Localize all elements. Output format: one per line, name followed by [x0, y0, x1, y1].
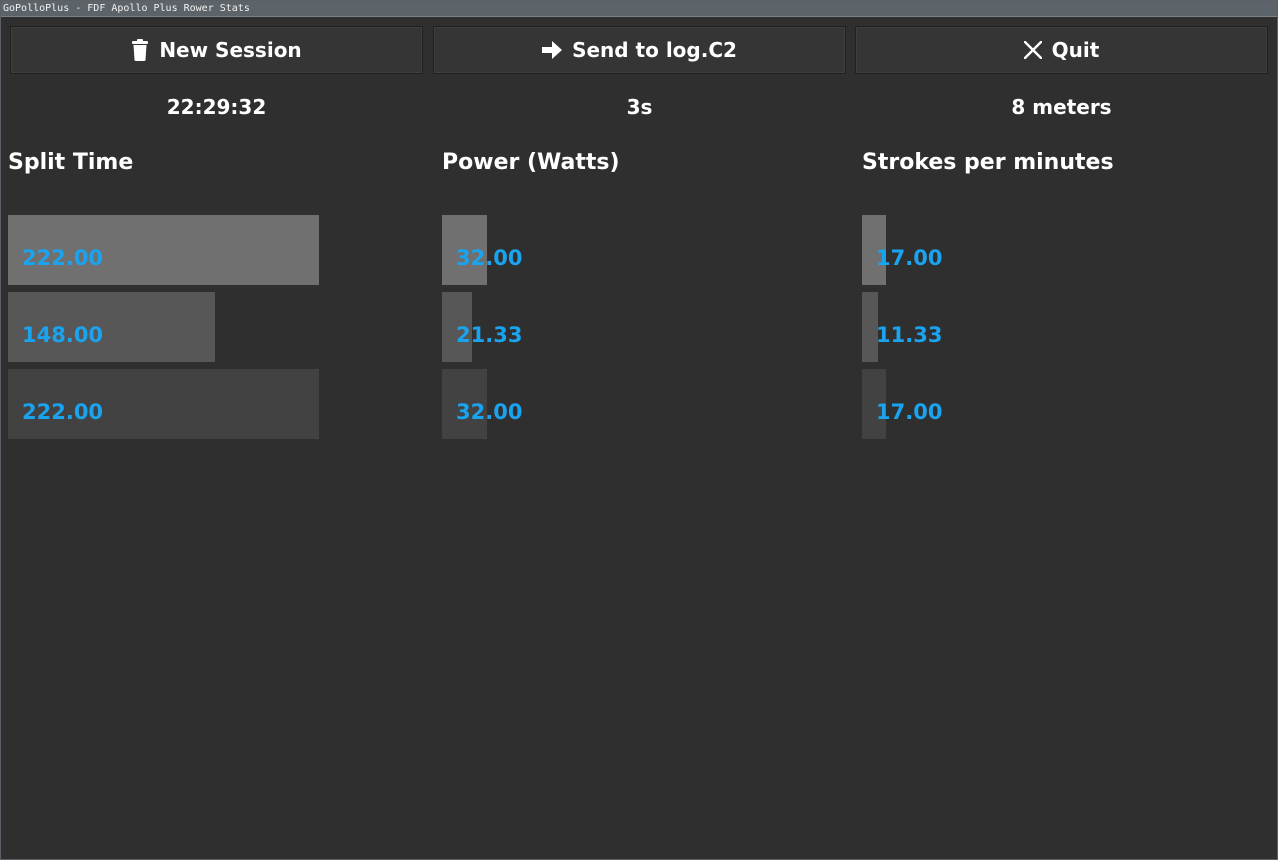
- new-session-button[interactable]: New Session: [10, 26, 423, 74]
- window-title-bar[interactable]: GoPolloPlus - FDF Apollo Plus Rower Stat…: [1, 1, 1277, 17]
- strokes-row: 11.33: [862, 292, 1262, 362]
- send-to-log-label: Send to log.C2: [572, 38, 737, 62]
- strokes-row: 17.00: [862, 369, 1262, 439]
- split-time-bar: [8, 215, 319, 285]
- power-value: 32.00: [456, 400, 523, 424]
- clock-display: 22:29:32: [166, 95, 267, 119]
- window-title: GoPolloPlus - FDF Apollo Plus Rower Stat…: [3, 3, 250, 14]
- quit-button[interactable]: Quit: [855, 26, 1268, 74]
- strokes-value: 11.33: [876, 323, 943, 347]
- quit-label: Quit: [1051, 38, 1100, 62]
- new-session-label: New Session: [159, 38, 302, 62]
- power-title: Power (Watts): [442, 150, 620, 175]
- power-value: 21.33: [456, 323, 523, 347]
- strokes-bar: [862, 292, 878, 362]
- split-time-row: 222.00: [8, 369, 428, 439]
- split-time-row: 222.00: [8, 215, 428, 285]
- strokes-bar: [862, 215, 886, 285]
- split-time-row: 148.00: [8, 292, 428, 362]
- strokes-value: 17.00: [876, 246, 943, 270]
- arrow-right-icon: [542, 41, 563, 59]
- trash-icon: [131, 39, 149, 61]
- power-row: 21.33: [442, 292, 842, 362]
- split-time-title: Split Time: [8, 150, 134, 175]
- strokes-per-minute-title: Strokes per minutes: [862, 150, 1114, 175]
- split-time-bar: [8, 292, 215, 362]
- power-value: 32.00: [456, 246, 523, 270]
- elapsed-time-display: 3s: [626, 95, 653, 119]
- strokes-row: 17.00: [862, 215, 1262, 285]
- power-row: 32.00: [442, 369, 842, 439]
- send-to-log-button[interactable]: Send to log.C2: [433, 26, 846, 74]
- power-bar: [442, 292, 472, 362]
- split-time-value: 222.00: [22, 400, 104, 424]
- strokes-value: 17.00: [876, 400, 943, 424]
- power-bar: [442, 369, 487, 439]
- distance-display: 8 meters: [1011, 95, 1112, 119]
- close-icon: [1023, 41, 1042, 59]
- split-time-value: 222.00: [22, 246, 104, 270]
- split-time-value: 148.00: [22, 323, 104, 347]
- split-time-bar: [8, 369, 319, 439]
- power-bar: [442, 215, 487, 285]
- strokes-bar: [862, 369, 886, 439]
- power-row: 32.00: [442, 215, 842, 285]
